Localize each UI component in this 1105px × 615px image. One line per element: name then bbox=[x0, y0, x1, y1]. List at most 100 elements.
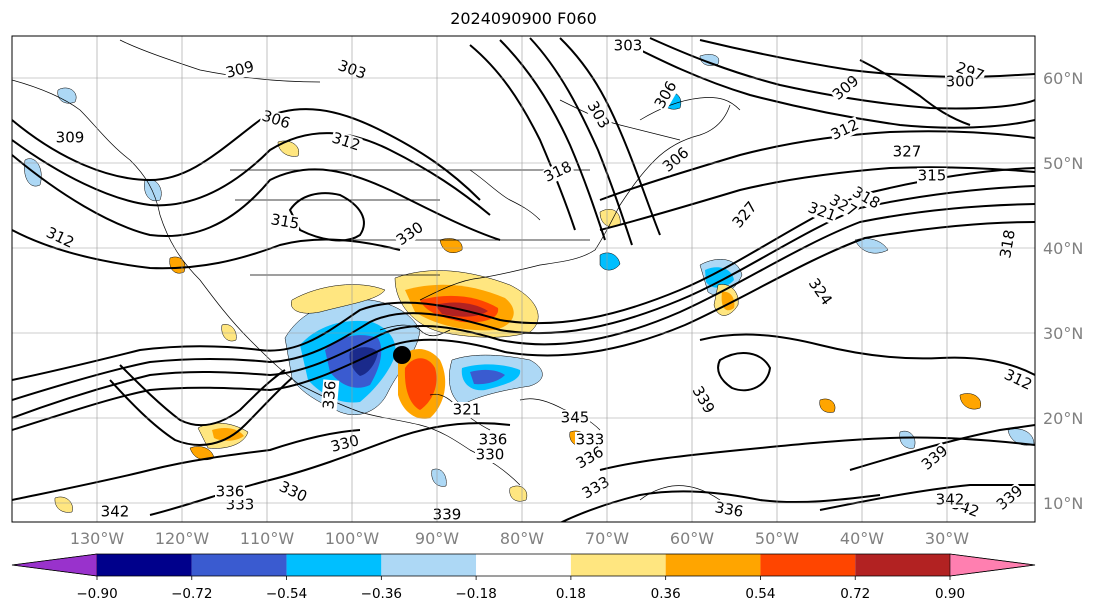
colorbar-cell bbox=[191, 554, 287, 576]
colorbar-tick-label: 0.18 bbox=[556, 586, 586, 602]
lon-label: 60°W bbox=[670, 529, 714, 548]
latitude-labels: 60°N 50°N 40°N 30°N 20°N 10°N bbox=[1043, 69, 1083, 513]
contour-label: 339 bbox=[433, 506, 462, 524]
colorbar-cell bbox=[855, 554, 950, 576]
contour-label-bg bbox=[613, 38, 643, 54]
colorbar-cell bbox=[570, 554, 666, 576]
lon-label: 110°W bbox=[240, 529, 295, 548]
contour-label-bg bbox=[541, 158, 575, 186]
contour-label-bg bbox=[259, 107, 293, 133]
contour-label-bg bbox=[320, 379, 340, 411]
lat-label: 50°N bbox=[1043, 154, 1083, 173]
contour-label-bg bbox=[223, 58, 257, 82]
contour-label: 300 bbox=[946, 73, 975, 91]
contour-label-bg bbox=[917, 168, 947, 184]
contour-label-bg bbox=[43, 224, 77, 252]
lon-label: 100°W bbox=[325, 529, 380, 548]
graticule bbox=[12, 36, 1035, 522]
contour-label-bg bbox=[729, 198, 761, 232]
map-area bbox=[12, 36, 1035, 522]
contour-label: 336 bbox=[479, 431, 508, 449]
storm-center-marker bbox=[393, 346, 411, 364]
lon-label: 90°W bbox=[415, 529, 459, 548]
contour-label-bg bbox=[953, 59, 987, 85]
contour-label: 303 bbox=[614, 37, 643, 55]
contour-label-bg bbox=[393, 218, 427, 250]
contour-label: 327 bbox=[893, 143, 922, 161]
contour-label-bg bbox=[849, 183, 883, 213]
contour-label-bg bbox=[55, 130, 85, 146]
contour-label: 342 bbox=[936, 491, 965, 509]
contour-label-bg bbox=[828, 116, 862, 144]
contour-label-bg bbox=[659, 144, 693, 176]
colorbar-cell bbox=[665, 554, 761, 576]
contour-label-bg bbox=[478, 432, 508, 448]
colorbar-cell bbox=[97, 554, 192, 576]
lon-label: 40°W bbox=[840, 529, 884, 548]
contour-label: 336 bbox=[713, 498, 744, 521]
colorbar-tick-label: −0.36 bbox=[361, 586, 402, 602]
colorbar: −0.90 −0.72 −0.54 −0.36 −0.18 0.18 0.36 0.54 0.7… bbox=[11, 553, 1036, 602]
contours bbox=[12, 37, 1035, 522]
contour-label-bg bbox=[712, 499, 746, 521]
lon-label: 50°W bbox=[755, 529, 799, 548]
contour-label: 309 bbox=[56, 129, 85, 147]
colorbar-tick-label: 0.54 bbox=[745, 586, 775, 602]
contour-label-bg bbox=[1001, 366, 1035, 394]
contour-label-bg bbox=[651, 78, 681, 112]
colorbar-cell bbox=[381, 554, 477, 576]
colorbar-cell bbox=[760, 554, 856, 576]
contour-label-bg bbox=[452, 402, 482, 418]
contour-label-bg bbox=[918, 442, 952, 474]
lat-label: 30°N bbox=[1043, 324, 1083, 343]
contour-label-bg bbox=[804, 275, 836, 309]
contour-label-bg bbox=[892, 144, 922, 160]
lon-label: 120°W bbox=[155, 529, 210, 548]
contour-label-bg bbox=[432, 507, 462, 522]
contour-label-bg bbox=[268, 211, 302, 233]
contour-label-bg bbox=[475, 447, 505, 463]
lon-label: 30°W bbox=[925, 529, 969, 548]
map-frame bbox=[11, 35, 1036, 523]
lon-label: 70°W bbox=[585, 529, 629, 548]
contour-label-bg bbox=[573, 443, 607, 473]
lat-label: 60°N bbox=[1043, 69, 1083, 88]
contour-label-bg bbox=[579, 473, 613, 503]
contour-label-bg bbox=[688, 383, 718, 417]
colorbar-extend-max bbox=[949, 553, 1036, 577]
lon-label: 80°W bbox=[500, 529, 544, 548]
contour-label: 345 bbox=[561, 409, 590, 427]
contour-label-bg bbox=[276, 478, 310, 506]
colorbar-tick-label: −0.72 bbox=[171, 586, 212, 602]
colorbar-tick-label: 0.36 bbox=[651, 586, 681, 602]
map-title: 2024090900 F060 bbox=[450, 9, 597, 28]
colorbar-cell bbox=[286, 554, 382, 576]
contour-label: 330 bbox=[476, 446, 505, 464]
contour-label: 336 bbox=[216, 483, 245, 501]
longitude-labels: 130°W 120°W 110°W 100°W 90°W 80°W 70°W 6… bbox=[70, 529, 969, 548]
contour-label-bg bbox=[805, 199, 839, 225]
lat-label: 10°N bbox=[1043, 494, 1083, 513]
contour-label-bg bbox=[583, 98, 613, 132]
contour-label: 333 bbox=[576, 431, 605, 449]
lat-label: 20°N bbox=[1043, 409, 1083, 428]
contour-label-bg bbox=[829, 72, 863, 104]
contour-label-bg bbox=[826, 191, 860, 221]
colorbar-tick-label: 0.72 bbox=[840, 586, 870, 602]
colorbar-tick-label: −0.54 bbox=[266, 586, 307, 602]
contour-label: 318 bbox=[996, 228, 1019, 259]
contour-label-bg bbox=[575, 432, 605, 448]
colorbar-tick-label: −0.18 bbox=[455, 586, 496, 602]
lon-label: 130°W bbox=[70, 529, 125, 548]
colorbar-tick-label: 0.90 bbox=[935, 586, 965, 602]
contour-label-bg bbox=[997, 227, 1019, 261]
colorbar-extend-min bbox=[11, 553, 98, 577]
colorbar-tick-label: −0.90 bbox=[76, 586, 117, 602]
contour-label-bg bbox=[329, 129, 363, 155]
contour-label-bg bbox=[225, 497, 255, 513]
contour-label: 342 bbox=[101, 503, 130, 521]
contour-label: 315 bbox=[269, 210, 300, 233]
colorbar-cell bbox=[476, 554, 571, 576]
